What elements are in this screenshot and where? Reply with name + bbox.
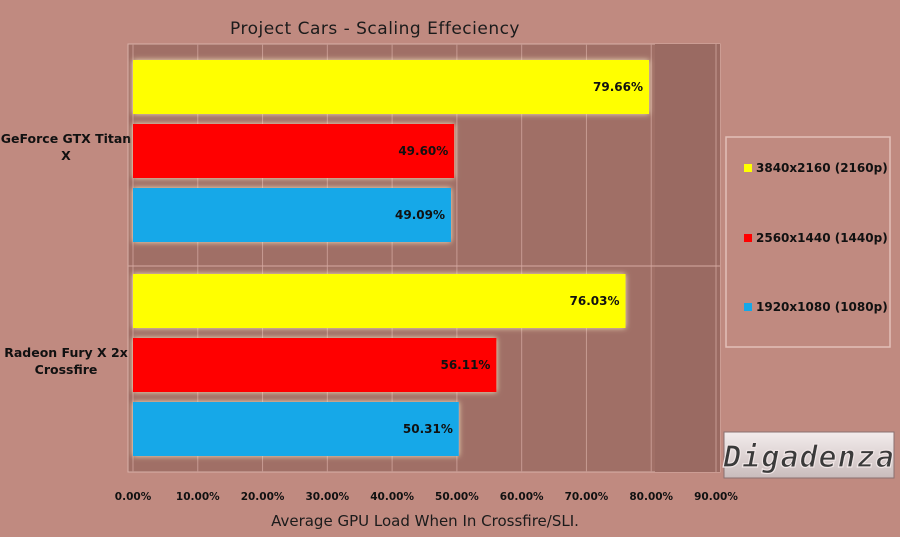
plot-area [127, 43, 721, 473]
x-tick-label: 80.00% [629, 491, 673, 503]
bar [133, 188, 451, 242]
data-label: 56.11% [440, 358, 490, 372]
data-label: 49.60% [398, 144, 448, 158]
legend-entry: 3840x2160 (2160p) [756, 161, 888, 175]
x-tick-labels: 0.00% 10.00% 20.00% 30.00% 40.00% 50.00% 60.00… [115, 491, 739, 503]
legend-swatch [744, 164, 752, 172]
bar [133, 338, 497, 392]
category-label: GeForce GTX Titan X [1, 131, 131, 163]
data-label: 76.03% [570, 294, 620, 308]
watermark-logo: Digadenza [722, 431, 895, 479]
x-tick-label: 70.00% [565, 491, 609, 503]
x-tick-label: 10.00% [176, 491, 220, 503]
bar [133, 402, 459, 456]
x-tick-label: 0.00% [115, 491, 152, 503]
plot-area-band [655, 44, 720, 472]
legend: 3840x2160 (2160p) 2560x1440 (1440p) 1920x1… [744, 161, 888, 314]
x-tick-label: 90.00% [694, 491, 738, 503]
data-label: 49.09% [395, 208, 445, 222]
data-label: 79.66% [593, 80, 643, 94]
x-axis-label: Average GPU Load When In Crossfire/SLI. [271, 512, 579, 530]
x-tick-label: 20.00% [241, 491, 285, 503]
data-label: 50.31% [403, 422, 453, 436]
legend-swatch [744, 303, 752, 311]
watermark-text: Digadenza [722, 440, 895, 475]
category-label: Radeon Fury X 2x Crossfire [4, 345, 128, 377]
x-tick-label: 60.00% [500, 491, 544, 503]
legend-box [725, 136, 891, 348]
x-tick-label: 40.00% [370, 491, 414, 503]
bar [133, 60, 650, 114]
x-tick-label: 50.00% [435, 491, 479, 503]
bar [133, 124, 455, 178]
bar [133, 274, 626, 328]
chart-title: Project Cars - Scaling Effeciency [230, 19, 520, 39]
legend-entry: 2560x1440 (1440p) [756, 231, 888, 245]
category-labels: GeForce GTX Titan X Radeon Fury X 2x Crossf… [1, 131, 131, 377]
gridlines [132, 44, 717, 472]
legend-swatch [744, 234, 752, 242]
legend-entry: 1920x1080 (1080p) [756, 300, 888, 314]
bars: 79.66% 49.60% 49.09% 76.03% 56.11% 50.31% [133, 60, 650, 456]
x-tick-label: 30.00% [305, 491, 349, 503]
